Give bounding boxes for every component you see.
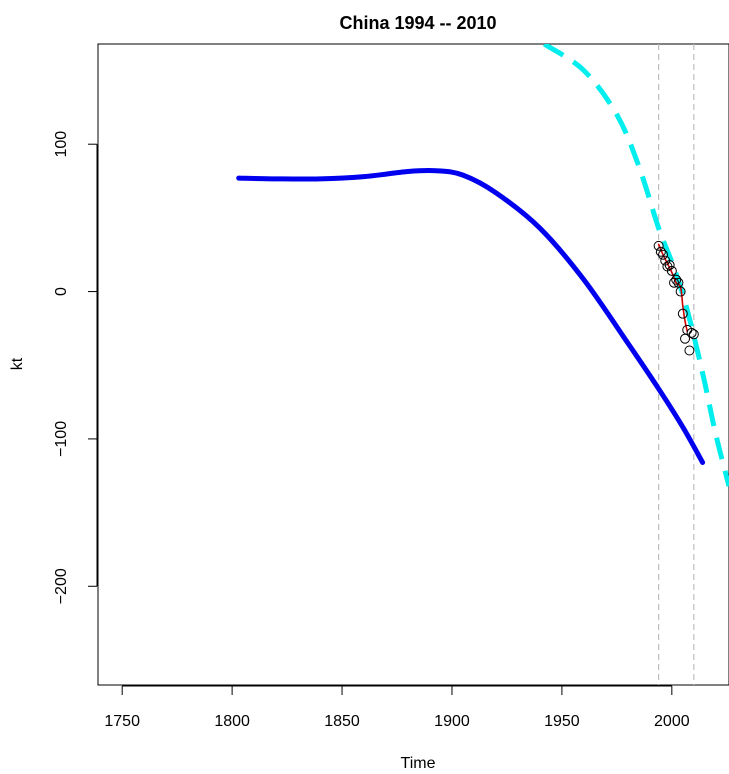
data-point-14 (684, 345, 695, 356)
x-tick-label-2: 1850 (324, 713, 360, 730)
data-point-15 (686, 327, 697, 338)
data-point-2 (658, 249, 669, 260)
plot-area (236, 44, 729, 685)
x-tick-label-3: 1900 (434, 713, 470, 730)
data-point-0 (653, 240, 664, 251)
y-axis-label: kt (9, 357, 26, 370)
y-axis: −200 −100 0 100 (53, 131, 98, 604)
data-point-8 (671, 274, 682, 285)
data-point-11 (677, 308, 688, 319)
y-tick-label-3: 100 (53, 131, 70, 158)
data-point-6 (666, 265, 677, 276)
x-tick-label-0: 1750 (104, 713, 140, 730)
x-tick-label-5: 2000 (654, 713, 690, 730)
series-line-1 (542, 44, 729, 487)
y-tick-label-0: −200 (53, 568, 70, 604)
x-axis: 1750 1800 1850 1900 1950 2000 (104, 685, 690, 730)
series-line-2 (657, 243, 689, 333)
series-line-0 (236, 167, 706, 465)
y-tick-label-1: −100 (53, 421, 70, 457)
x-tick-label-1: 1800 (214, 713, 250, 730)
data-point-5 (664, 260, 675, 271)
data-point-7 (669, 277, 680, 288)
chart-title: China 1994 -- 2010 (339, 13, 496, 33)
data-point-1 (655, 246, 666, 257)
x-axis-label: Time (401, 755, 436, 772)
data-point-10 (675, 286, 686, 297)
y-tick-label-2: 0 (53, 287, 70, 296)
plot-frame (97, 43, 729, 686)
data-point-16 (688, 329, 699, 340)
x-tick-label-4: 1950 (544, 713, 580, 730)
